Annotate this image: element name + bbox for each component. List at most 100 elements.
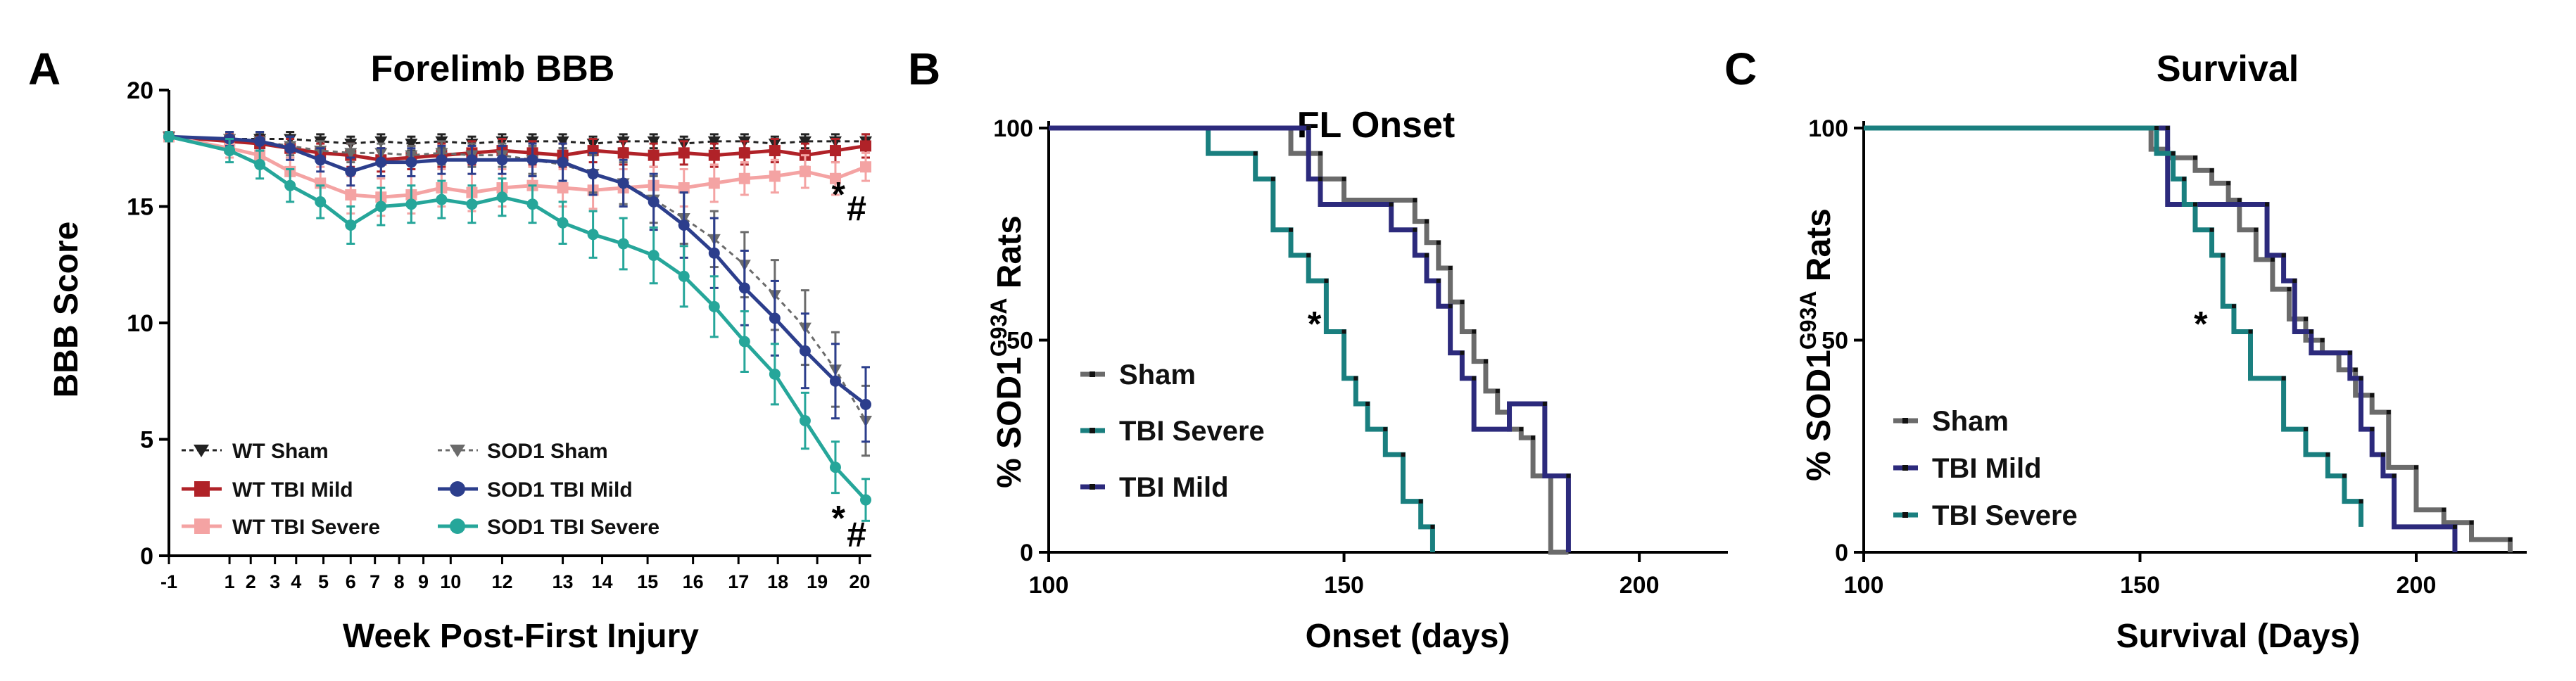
data-point bbox=[769, 170, 781, 182]
censor-mark bbox=[2442, 507, 2446, 512]
legend-label-c-sham: Sham bbox=[1932, 406, 2009, 437]
censor-mark bbox=[1448, 304, 1453, 309]
censor-mark bbox=[1270, 177, 1275, 182]
censor-mark bbox=[2359, 499, 2363, 504]
censor-mark bbox=[1436, 240, 1441, 245]
panel-a-ylabel: BBB Score bbox=[48, 222, 85, 398]
series-sod1-sham bbox=[163, 131, 872, 457]
legend-marker-b-tbi-mild bbox=[1090, 484, 1095, 490]
censor-mark bbox=[2154, 126, 2159, 130]
y-tick-label: 100 bbox=[1808, 115, 1848, 142]
panel-a: A Forelimb BBB BBB Score Week Post-First… bbox=[28, 44, 872, 655]
panel-a-y-ticks: 0 5 10 15 20 bbox=[127, 77, 169, 570]
panel-b-letter: B bbox=[908, 44, 940, 94]
y-tick-label: 50 bbox=[1821, 328, 1848, 355]
censor-mark bbox=[1542, 401, 1547, 406]
x-tick-label: 6 bbox=[346, 571, 356, 592]
censor-mark bbox=[1460, 300, 1465, 305]
panel-c-series bbox=[1864, 125, 2513, 552]
series-wt-sham bbox=[163, 131, 872, 152]
panel-b-series bbox=[1049, 125, 1571, 555]
data-point bbox=[738, 336, 750, 348]
y-tick-label: 0 bbox=[1835, 540, 1848, 566]
data-point bbox=[860, 398, 871, 410]
data-point bbox=[769, 368, 781, 380]
panel-a-legend: WT Sham WT TBI Mild WT TBI Severe SOD1 S… bbox=[182, 440, 659, 539]
x-tick-label: 18 bbox=[767, 571, 788, 592]
data-point bbox=[678, 219, 690, 231]
x-tick-label: 200 bbox=[1620, 572, 1660, 599]
panel-c-ylabel-superscript: G93A bbox=[1795, 291, 1821, 350]
data-point bbox=[496, 191, 508, 203]
censor-mark bbox=[2171, 151, 2176, 156]
censor-mark bbox=[1531, 435, 1536, 440]
panel-b-title: FL Onset bbox=[1297, 105, 1455, 146]
censor-mark bbox=[2380, 452, 2385, 457]
censor-mark bbox=[2231, 304, 2236, 309]
data-point bbox=[860, 161, 871, 173]
panel-a-x-ticks: -1 1 2 3 4 5 6 7 8 9 10 12 13 14 15 16 17 18 19 20 bbox=[160, 556, 870, 592]
panel-a-annotations: * #* # bbox=[832, 175, 866, 554]
panel-b-x-ticks: 100 150 200 bbox=[1029, 552, 1660, 599]
censor-mark bbox=[2193, 155, 2197, 160]
censor-mark bbox=[2325, 452, 2330, 457]
legend-entry-c-tbi-mild: TBI Mild bbox=[1893, 453, 2042, 484]
legend-label-sod1-tbi-severe: SOD1 TBI Severe bbox=[487, 516, 659, 539]
censor-mark bbox=[1318, 151, 1322, 156]
x-tick-label: 2 bbox=[246, 571, 256, 592]
censor-mark bbox=[1436, 279, 1441, 284]
data-point bbox=[405, 156, 417, 168]
data-point bbox=[254, 135, 266, 147]
censor-mark bbox=[2309, 329, 2313, 334]
x-tick-label: 8 bbox=[394, 571, 405, 592]
data-point bbox=[557, 217, 569, 229]
censor-mark bbox=[2392, 473, 2397, 478]
panel-b: B FL Onset % SOD1G93A Rats Onset (days) … bbox=[908, 44, 1728, 655]
censor-mark bbox=[2370, 393, 2375, 397]
data-point bbox=[466, 198, 478, 210]
data-point bbox=[708, 247, 720, 259]
data-point bbox=[163, 131, 175, 143]
km-curve bbox=[1049, 125, 1571, 552]
legend-label-c-tbi-mild: TBI Mild bbox=[1932, 453, 2042, 484]
legend-marker-sod1-tbi-severe bbox=[450, 518, 465, 534]
legend-entry-sod1-tbi-mild: SOD1 TBI Mild bbox=[438, 478, 633, 502]
x-tick-label: 100 bbox=[1029, 572, 1069, 599]
legend-marker-sod1-tbi-mild bbox=[450, 481, 465, 497]
censor-mark bbox=[2359, 376, 2363, 381]
data-point bbox=[798, 136, 812, 148]
censor-mark bbox=[1253, 151, 1258, 156]
y-tick-label: 15 bbox=[127, 194, 153, 221]
data-point bbox=[374, 136, 388, 148]
panel-c-xlabel: Survival (Days) bbox=[2116, 618, 2361, 655]
legend-entry-wt-tbi-severe: WT TBI Severe bbox=[182, 516, 380, 539]
censor-mark bbox=[2270, 257, 2275, 262]
legend-entry-sod1-sham: SOD1 Sham bbox=[438, 440, 608, 463]
panel-a-title: Forelimb BBB bbox=[371, 49, 615, 89]
censor-mark bbox=[2182, 177, 2187, 182]
censor-mark bbox=[1430, 524, 1435, 529]
censor-mark bbox=[1413, 198, 1418, 203]
legend-marker-wt-tbi-mild bbox=[194, 481, 210, 497]
data-point bbox=[799, 415, 811, 427]
legend-entry-c-sham: Sham bbox=[1893, 406, 2009, 437]
data-point bbox=[284, 142, 296, 154]
data-point bbox=[799, 345, 811, 357]
panel-c: C Survival % SOD1G93A Rats Survival (Day… bbox=[1724, 44, 2527, 655]
data-point bbox=[587, 229, 599, 241]
data-point bbox=[375, 156, 387, 168]
data-point bbox=[436, 193, 448, 205]
y-tick-label: 100 bbox=[993, 115, 1033, 142]
censor-mark bbox=[2370, 427, 2375, 432]
data-point bbox=[224, 145, 236, 157]
censor-mark bbox=[1353, 376, 1358, 381]
censor-mark bbox=[2248, 329, 2253, 334]
x-tick-label: 9 bbox=[418, 571, 429, 592]
data-point bbox=[707, 136, 721, 148]
x-tick-label: 15 bbox=[637, 571, 658, 592]
panel-b-ylabel-main: % SOD1 bbox=[991, 357, 1028, 488]
censor-mark bbox=[2221, 253, 2225, 257]
x-tick-label: 12 bbox=[491, 571, 512, 592]
legend-entry-b-sham: Sham bbox=[1080, 359, 1196, 390]
data-point bbox=[860, 494, 871, 506]
